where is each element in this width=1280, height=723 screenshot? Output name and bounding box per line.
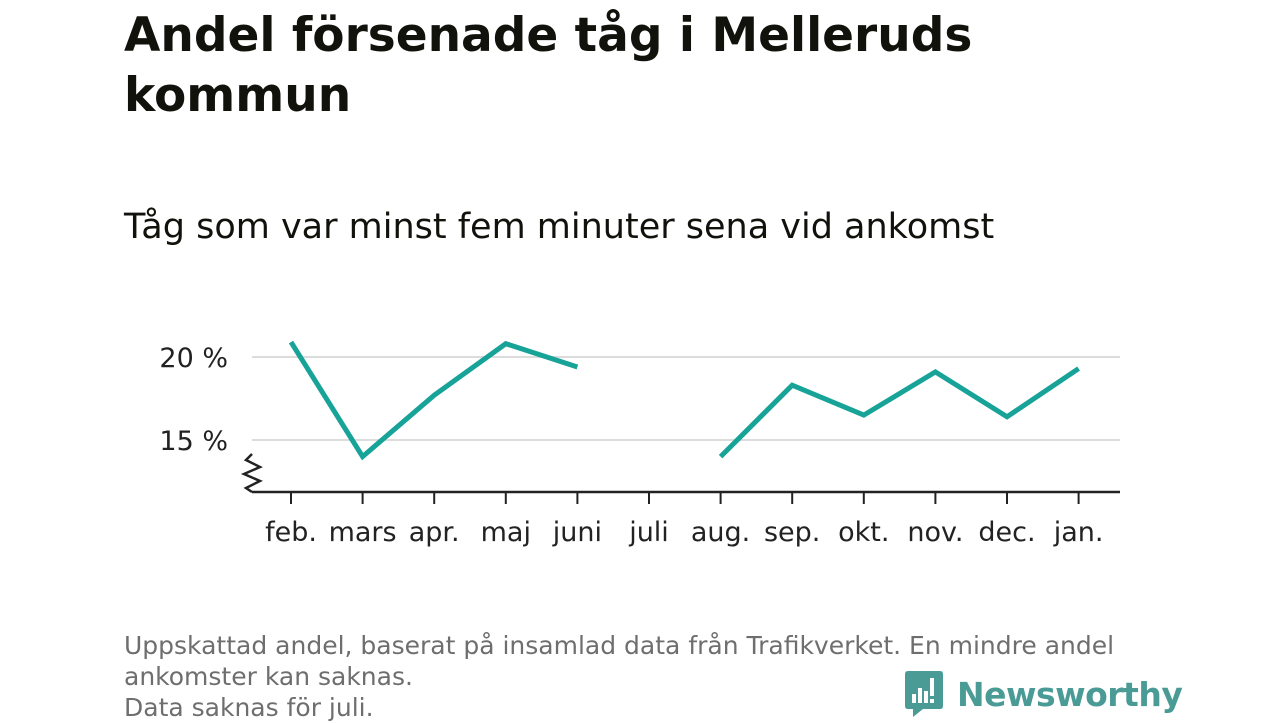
x-tick-label: okt. (838, 517, 889, 548)
series-line (718, 366, 1080, 459)
x-tick-label: aug. (691, 517, 750, 548)
gridlines (252, 356, 1120, 441)
series-line (288, 340, 579, 461)
x-tick-label: jan. (1053, 517, 1104, 548)
y-tick-label: 15 % (159, 426, 228, 457)
x-tick-label: mars (329, 517, 397, 548)
y-axis-labels: 15 % 20 % (159, 343, 228, 457)
brand-name: Newsworthy (957, 674, 1183, 714)
x-tick-label: juni (552, 517, 602, 548)
footnote-source: Uppskattad andel, baserat på insamlad da… (124, 631, 1115, 691)
x-tick-label: sep. (764, 517, 820, 548)
x-tick-label: maj (481, 517, 531, 548)
x-tick-label: dec. (978, 517, 1035, 548)
y-tick-label: 20 % (159, 343, 228, 374)
series-lines (288, 340, 1080, 461)
footnote: Uppskattad andel, baserat på insamlad da… (124, 630, 1164, 723)
chart-subtitle: Tåg som var minst fem minuter sena vid a… (124, 207, 995, 247)
axis-break-icon (240, 453, 263, 494)
brand-logo: Newsworthy (903, 670, 1183, 718)
x-tick-label: feb. (265, 517, 317, 548)
x-tick-label: juli (628, 517, 669, 548)
newsworthy-logo-icon (905, 671, 943, 717)
x-axis-ticks (290, 492, 1080, 504)
chart-title: Andel försenade tåg i Melleruds kommun (124, 8, 973, 123)
x-axis-labels: feb. mars apr. maj juni juli aug. sep. okt. nov. d… (265, 517, 1103, 548)
line-chart: 15 % 20 % feb. mars apr. maj juni juli aug. sep.… (159, 340, 1120, 548)
footnote-missing-data: Data saknas för juli. (124, 693, 374, 722)
x-tick-label: apr. (409, 517, 460, 548)
x-tick-label: nov. (907, 517, 963, 548)
